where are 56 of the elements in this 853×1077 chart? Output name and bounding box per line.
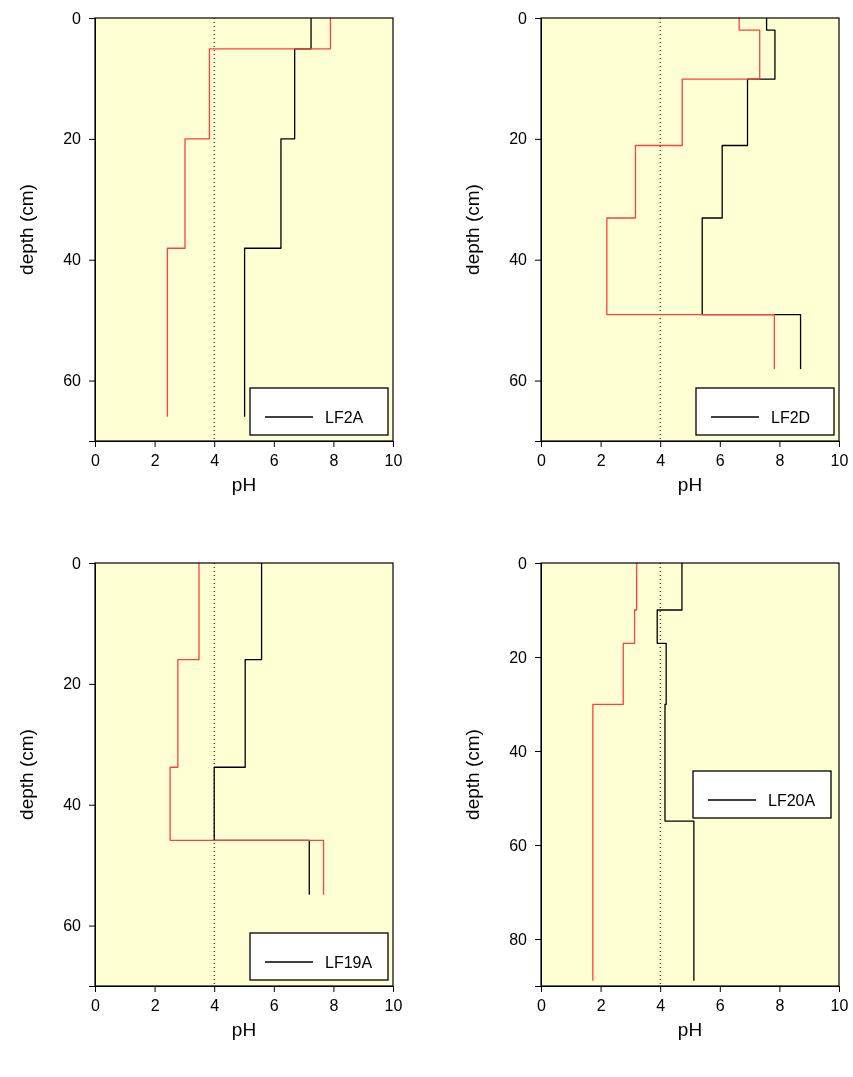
line-series [592, 562, 638, 982]
y-tick-label: 40 [509, 251, 528, 269]
y-tick-label: 0 [518, 9, 528, 27]
y-tick-label: 20 [509, 130, 528, 148]
y-axis-title: depth (cm) [16, 184, 37, 275]
x-tick-label: 0 [91, 997, 101, 1015]
x-tick-label: 0 [537, 997, 547, 1015]
x-tick-label: 2 [150, 997, 160, 1015]
x-tick-label: 6 [269, 997, 279, 1015]
x-tick-label: 0 [537, 452, 547, 470]
x-tick-label: 8 [775, 997, 785, 1015]
x-axis-title: pH [231, 1019, 257, 1040]
x-tick-label: 6 [269, 452, 279, 470]
x-tick-label: 6 [715, 452, 725, 470]
x-tick-label: 2 [596, 452, 606, 470]
y-tick-label: 60 [509, 372, 528, 390]
x-axis-title: pH [677, 474, 703, 495]
y-tick-label: 40 [63, 796, 82, 814]
y-tick-label: 20 [509, 648, 528, 666]
x-tick-label: 4 [656, 997, 666, 1015]
line-series [169, 562, 325, 896]
x-axis-title: pH [231, 474, 257, 495]
y-tick-label: 60 [509, 836, 528, 854]
x-tick-label: 8 [775, 452, 785, 470]
x-tick-label: 2 [596, 997, 606, 1015]
y-tick-label: 0 [72, 554, 82, 572]
x-tick-label: 10 [830, 452, 849, 470]
y-axis-title: depth (cm) [16, 729, 37, 820]
y-axis-title: depth (cm) [462, 184, 483, 275]
legend-label: LF2D [771, 409, 811, 426]
y-axis-title: depth (cm) [462, 729, 483, 820]
legend-label: LF19A [325, 954, 373, 971]
x-tick-label: 10 [830, 997, 849, 1015]
y-tick-label: 20 [63, 675, 82, 693]
x-tick-label: 4 [210, 452, 220, 470]
y-tick-label: 60 [63, 917, 82, 935]
x-tick-label: 6 [715, 997, 725, 1015]
x-tick-label: 0 [91, 452, 101, 470]
x-tick-label: 8 [329, 997, 339, 1015]
y-tick-label: 40 [509, 742, 528, 760]
y-tick-label: 80 [509, 930, 528, 948]
x-tick-label: 2 [150, 452, 160, 470]
y-tick-label: 0 [72, 9, 82, 27]
legend-label: LF20A [768, 792, 816, 809]
line-series [606, 17, 775, 370]
y-tick-label: 0 [518, 554, 528, 572]
x-axis-title: pH [677, 1019, 703, 1040]
x-tick-label: 10 [384, 452, 403, 470]
x-tick-label: 4 [656, 452, 666, 470]
y-tick-label: 60 [63, 372, 82, 390]
x-tick-label: 10 [384, 997, 403, 1015]
legend-label: LF2A [325, 409, 364, 426]
x-tick-label: 4 [210, 997, 220, 1015]
y-tick-label: 20 [63, 130, 82, 148]
y-tick-label: 40 [63, 251, 82, 269]
x-tick-label: 8 [329, 452, 339, 470]
